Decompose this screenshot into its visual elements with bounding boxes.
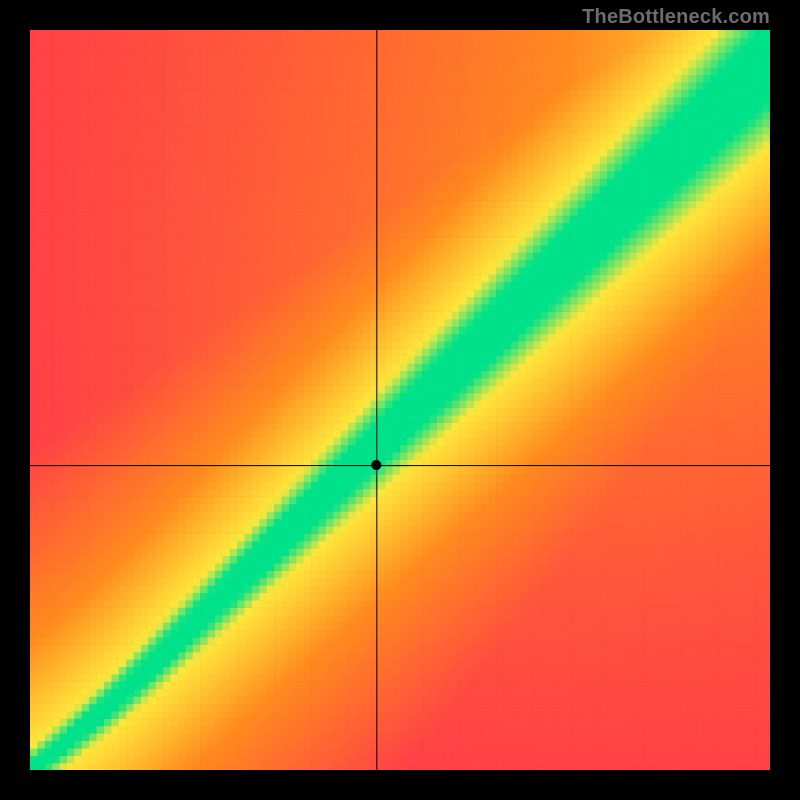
bottleneck-heatmap [30, 30, 770, 770]
chart-container: TheBottleneck.com [0, 0, 800, 800]
watermark: TheBottleneck.com [582, 6, 770, 29]
